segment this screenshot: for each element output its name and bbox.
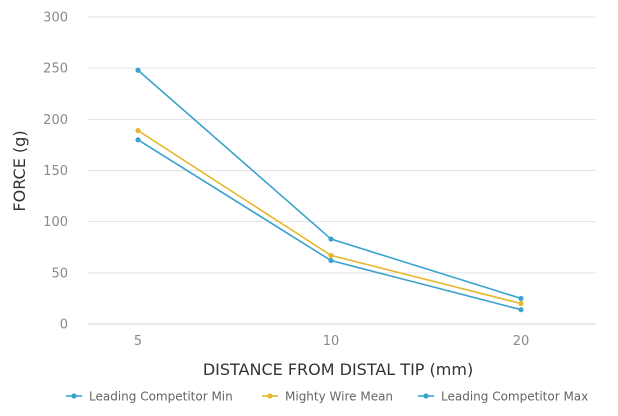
x-axis-title: DISTANCE FROM DISTAL TIP (mm) — [203, 360, 473, 379]
data-point — [328, 236, 334, 242]
x-tick-label: 20 — [513, 334, 530, 349]
grid — [88, 16, 596, 325]
y-tick-label: 50 — [51, 266, 68, 281]
data-point — [328, 257, 334, 264]
data-point — [518, 295, 524, 302]
y-tick-label: 200 — [43, 113, 68, 128]
legend-label: Leading Competitor Max — [441, 390, 588, 404]
legend-marker — [71, 393, 77, 399]
legend-label: Leading Competitor Min — [89, 390, 233, 404]
y-axis-title: FORCE (g) — [10, 130, 29, 211]
legend-marker — [423, 393, 429, 399]
y-tick-label: 100 — [43, 215, 68, 230]
x-axis-ticks: 5 10 20 — [134, 334, 529, 349]
legend-marker — [267, 393, 273, 399]
y-tick-label: 0 — [60, 318, 68, 333]
data-point — [135, 127, 141, 134]
data-point — [328, 252, 334, 259]
x-tick-label: 10 — [323, 334, 340, 349]
data-point — [518, 300, 524, 307]
x-tick-label: 5 — [134, 334, 142, 349]
y-tick-label: 150 — [43, 164, 68, 179]
series-line — [137, 129, 522, 305]
series-lines — [135, 67, 524, 313]
data-point — [135, 137, 141, 143]
y-axis-ticks: 0 50 100 150 200 250 300 — [43, 11, 68, 333]
data-point — [135, 67, 141, 73]
y-tick-label: 300 — [43, 11, 68, 26]
legend: Leading Competitor Min Mighty Wire Mean Le… — [66, 390, 588, 404]
series-line — [137, 139, 522, 311]
data-point — [518, 307, 524, 313]
y-tick-label: 250 — [43, 62, 68, 77]
legend-label: Mighty Wire Mean — [285, 390, 393, 404]
series-line — [137, 69, 522, 300]
